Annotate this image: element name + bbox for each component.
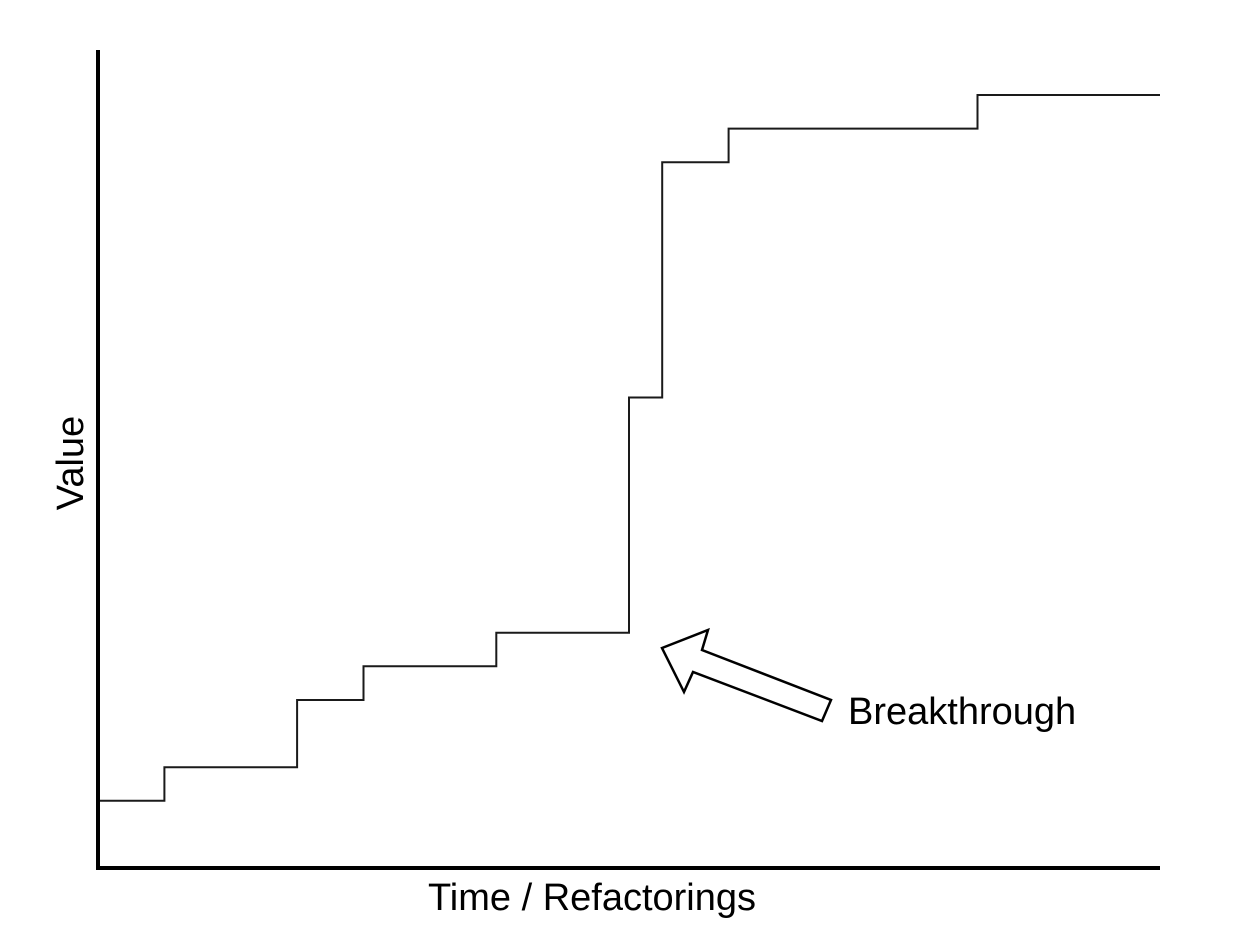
breakthrough-label: Breakthrough bbox=[848, 691, 1076, 733]
plot-area bbox=[98, 94, 1160, 802]
x-axis-label: Time / Refactorings bbox=[428, 877, 756, 919]
series-line-value bbox=[98, 94, 1160, 802]
breakthrough-arrow-icon bbox=[660, 627, 833, 723]
breakthrough-annotation: Breakthrough bbox=[660, 627, 1076, 733]
y-axis-label: Value bbox=[50, 416, 92, 510]
